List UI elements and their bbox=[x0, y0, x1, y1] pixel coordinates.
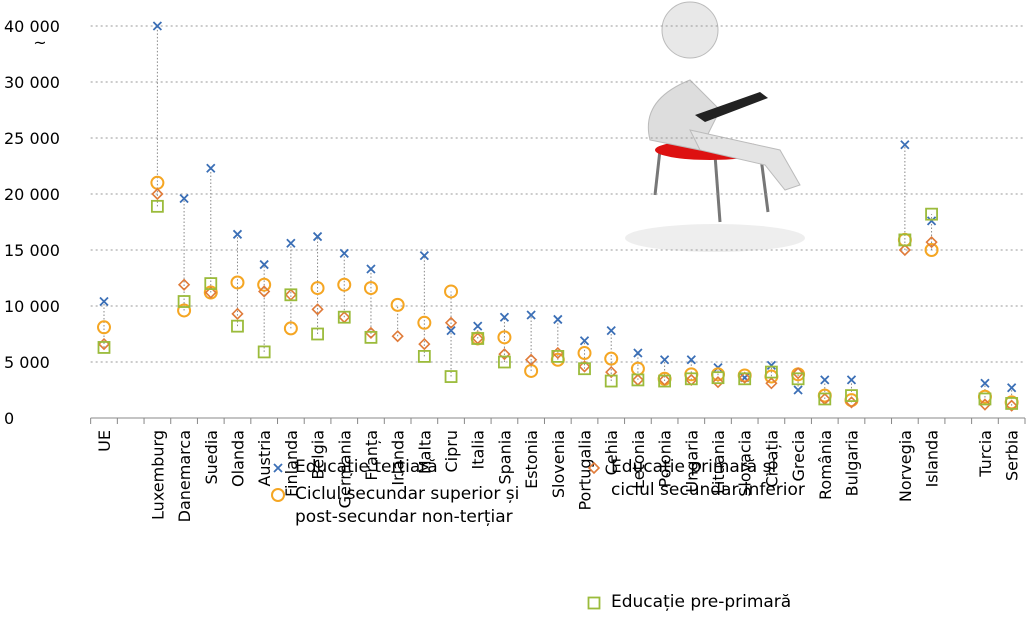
marker-x bbox=[794, 386, 802, 394]
y-tick-label: 40 000 bbox=[4, 17, 60, 36]
marker-x bbox=[274, 464, 282, 472]
marker-square bbox=[285, 289, 296, 300]
head bbox=[662, 2, 718, 58]
legs bbox=[690, 130, 800, 190]
y-tick-label: 10 000 bbox=[4, 297, 60, 316]
marker-x bbox=[153, 22, 161, 30]
chart: ~ 05 00010 00015 00020 00025 00030 00040… bbox=[0, 0, 1026, 644]
legend-label: Educație pre-primară bbox=[611, 591, 811, 614]
x-tick-label: Serbia bbox=[1003, 430, 1022, 481]
marker-x bbox=[821, 376, 829, 384]
clipart bbox=[625, 2, 805, 252]
x-tick-label: Slovenia bbox=[549, 430, 568, 498]
x-tick-label: Turcia bbox=[976, 430, 995, 478]
x-tick-label: Suedia bbox=[202, 430, 221, 485]
marker-circle bbox=[845, 394, 857, 406]
x-tick-label: Luxemburg bbox=[148, 430, 167, 520]
x-tick-label: Austria bbox=[255, 430, 274, 487]
marker-diamond bbox=[232, 309, 242, 319]
marker-x bbox=[287, 239, 295, 247]
x-tick-label: România bbox=[816, 430, 835, 500]
marker-x bbox=[847, 376, 855, 384]
page: ~ 05 00010 00015 00020 00025 00030 00040… bbox=[0, 0, 1026, 644]
marker-diamond bbox=[99, 339, 109, 349]
x-tick-label: Norvegia bbox=[896, 430, 915, 502]
chair-leg bbox=[715, 155, 720, 222]
marker-x bbox=[634, 349, 642, 357]
marker-circle bbox=[98, 321, 110, 333]
x-tick-label: UE bbox=[95, 430, 114, 452]
marker-x bbox=[687, 356, 695, 364]
marker-x bbox=[367, 265, 375, 273]
marker-square bbox=[589, 598, 600, 609]
marker-x bbox=[207, 164, 215, 172]
legend-label: Educație primară și ciclul secundar infe… bbox=[611, 456, 811, 502]
legend-label: Educație terțiară bbox=[295, 456, 545, 479]
marker-x bbox=[554, 315, 562, 323]
y-tick-label: 5 000 bbox=[4, 353, 50, 372]
shadow bbox=[625, 224, 805, 252]
chair-leg bbox=[655, 150, 660, 195]
marker-x bbox=[474, 322, 482, 330]
y-tick-label: 0 bbox=[4, 409, 14, 428]
x-tick-label: Olanda bbox=[228, 430, 247, 487]
y-tick-label: 15 000 bbox=[4, 241, 60, 260]
x-tick-label: Danemarca bbox=[175, 430, 194, 522]
marker-x bbox=[233, 230, 241, 238]
marker-diamond bbox=[419, 339, 429, 349]
y-tick-label: 20 000 bbox=[4, 185, 60, 204]
legend-label: Ciclul secundar superior și post-secunda… bbox=[295, 483, 545, 529]
y-tick-label: 30 000 bbox=[4, 73, 60, 92]
x-tick-label: Islanda bbox=[923, 430, 942, 487]
marker-x bbox=[340, 249, 348, 257]
marker-circle bbox=[151, 177, 163, 189]
y-tick-label: 25 000 bbox=[4, 129, 60, 148]
marker-diamond bbox=[286, 290, 296, 300]
x-tick-label: Bulgaria bbox=[842, 430, 861, 496]
marker-x bbox=[607, 327, 615, 335]
